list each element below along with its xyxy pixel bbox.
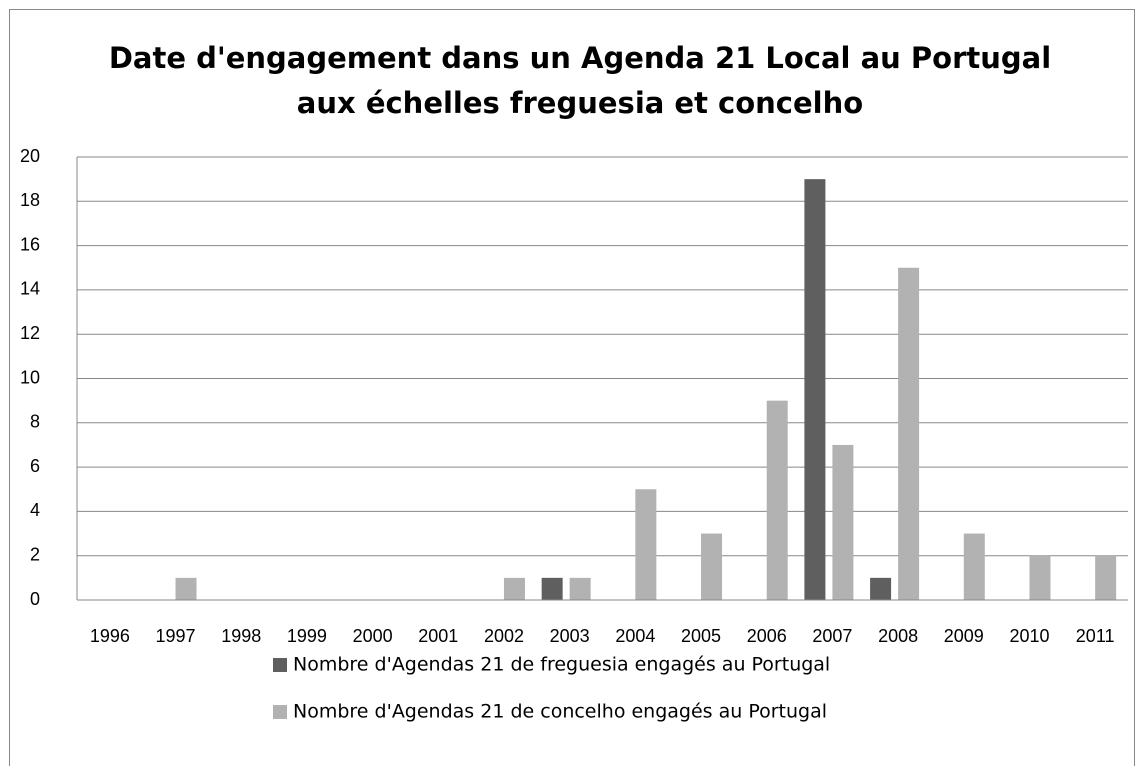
bar: [701, 533, 723, 600]
x-tick-label: 1997: [156, 626, 196, 646]
bar: [870, 577, 892, 600]
x-tick-label: 2003: [550, 626, 590, 646]
y-tick-label: 8: [30, 412, 40, 432]
bar: [635, 489, 657, 600]
x-tick-label: 1999: [287, 626, 327, 646]
x-tick-label: 2000: [353, 626, 393, 646]
y-tick-label: 18: [20, 190, 40, 210]
y-tick-label: 4: [30, 500, 40, 520]
bar: [898, 267, 920, 600]
y-tick-label: 2: [30, 544, 40, 564]
bar: [1029, 555, 1051, 600]
bar: [1095, 555, 1117, 600]
legend-swatch: [273, 705, 287, 719]
legend-swatch: [273, 658, 287, 672]
x-tick-label: 2007: [812, 626, 852, 646]
y-tick-label: 12: [20, 323, 40, 343]
bar: [541, 577, 563, 600]
y-tick-label: 6: [30, 456, 40, 476]
bar: [569, 577, 591, 600]
x-tick-label: 2008: [878, 626, 918, 646]
bar: [832, 444, 854, 600]
x-tick-label: 2004: [615, 626, 655, 646]
chart-border: [9, 9, 1135, 766]
y-tick-label: 20: [20, 146, 40, 166]
x-tick-label: 2006: [747, 626, 787, 646]
bar: [175, 577, 197, 600]
bar: [963, 533, 985, 600]
x-tick-label: 1998: [221, 626, 261, 646]
x-tick-label: 2002: [484, 626, 524, 646]
legend-label: Nombre d'Agendas 21 de freguesia engagés…: [293, 654, 830, 676]
y-tick-label: 16: [20, 234, 40, 254]
chart-title: aux échelles freguesia et concelho: [297, 86, 863, 120]
y-tick-label: 10: [20, 367, 40, 387]
bar: [503, 577, 525, 600]
x-tick-label: 2010: [1009, 626, 1049, 646]
x-tick-label: 2001: [418, 626, 458, 646]
y-tick-label: 14: [20, 279, 40, 299]
legend-label: Nombre d'Agendas 21 de concelho engagés …: [293, 701, 827, 723]
x-tick-label: 2005: [681, 626, 721, 646]
x-tick-label: 2011: [1076, 626, 1115, 646]
chart-title: Date d'engagement dans un Agenda 21 Loca…: [109, 41, 1051, 75]
x-tick-label: 2009: [944, 626, 984, 646]
y-tick-label: 0: [30, 589, 40, 609]
x-tick-label: 1996: [90, 626, 130, 646]
bar: [766, 400, 788, 600]
bar: [804, 179, 826, 600]
